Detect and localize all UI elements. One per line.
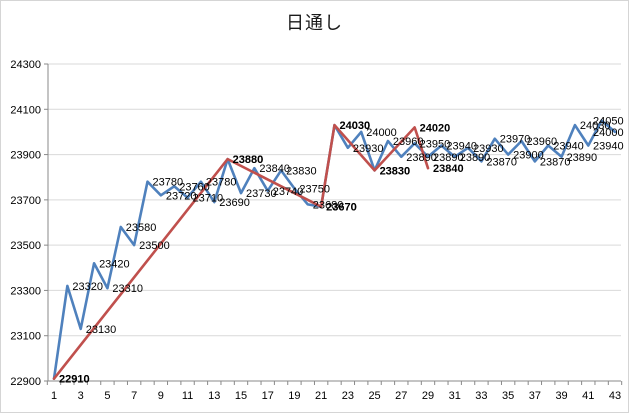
data-label: 22910 <box>59 374 90 386</box>
data-label: 23880 <box>233 154 264 166</box>
data-label: 24020 <box>420 122 451 134</box>
data-label: 22910 <box>59 374 90 386</box>
x-axis-label: 21 <box>315 390 327 402</box>
data-label: 23930 <box>353 143 384 155</box>
data-label: 23900 <box>513 150 544 162</box>
data-label: 23940 <box>553 141 584 153</box>
x-axis-label: 3 <box>78 390 84 402</box>
x-axis-label: 27 <box>395 390 407 402</box>
data-label: 23580 <box>126 222 157 234</box>
x-axis-label: 5 <box>104 390 110 402</box>
data-label: 24030 <box>340 120 371 132</box>
data-label: 24030 <box>580 120 611 132</box>
y-axis-label: 24300 <box>10 59 41 71</box>
x-axis-label: 17 <box>262 390 274 402</box>
x-axis-label: 43 <box>609 390 621 402</box>
chart-title: 日通し <box>286 13 343 33</box>
data-label: 23680 <box>313 199 344 211</box>
y-axis-label: 23100 <box>10 331 41 343</box>
data-label: 23940 <box>446 141 477 153</box>
data-label: 23500 <box>139 240 170 252</box>
x-axis-label: 11 <box>182 390 193 402</box>
data-label: 23960 <box>393 136 424 148</box>
x-axis-label: 15 <box>235 390 247 402</box>
red-series-line <box>52 123 430 381</box>
data-label: 23310 <box>112 283 143 295</box>
data-label: 23840 <box>259 163 290 175</box>
data-label: 23130 <box>86 324 117 336</box>
data-label: 23960 <box>527 136 558 148</box>
x-axis-label: 23 <box>342 390 354 402</box>
data-label: 23950 <box>420 138 451 150</box>
data-label: 23740 <box>273 186 304 198</box>
data-label: 23830 <box>380 165 411 177</box>
x-axis-label: 29 <box>422 390 434 402</box>
x-axis-label: 9 <box>158 390 164 402</box>
y-axis-label: 24100 <box>10 104 41 116</box>
x-axis-label: 1 <box>51 390 57 402</box>
y-axis-label: 23900 <box>10 150 41 162</box>
x-axis-label: 35 <box>502 390 514 402</box>
data-label: 24050 <box>593 116 624 128</box>
data-label: 23870 <box>486 156 517 168</box>
data-label: 23730 <box>246 188 277 200</box>
data-label: 23940 <box>593 141 624 153</box>
data-label: 23840 <box>433 163 464 175</box>
data-label: 23970 <box>500 134 531 146</box>
data-label: 23890 <box>406 152 437 164</box>
data-label: 23830 <box>286 165 317 177</box>
y-axis-label: 23500 <box>10 240 41 252</box>
x-axis-label: 33 <box>475 390 487 402</box>
data-label: 23830 <box>380 165 411 177</box>
data-label: 23750 <box>299 184 330 196</box>
x-axis-label: 37 <box>529 390 541 402</box>
data-label: 23320 <box>72 281 103 293</box>
data-label: 23720 <box>166 190 197 202</box>
data-label: 23890 <box>433 152 464 164</box>
data-label: 23670 <box>326 202 357 214</box>
data-label: 23780 <box>206 177 237 189</box>
x-axis-label: 25 <box>368 390 380 402</box>
data-label: 23690 <box>219 197 250 209</box>
data-label: 24000 <box>593 127 624 139</box>
x-axis-label: 13 <box>208 390 220 402</box>
data-label: 23420 <box>99 258 130 270</box>
y-axis-label: 23300 <box>10 285 41 297</box>
data-label: 23760 <box>179 181 210 193</box>
data-label: 23780 <box>153 177 184 189</box>
x-axis-label: 31 <box>449 390 461 402</box>
x-axis-label: 19 <box>288 390 300 402</box>
x-axis-label: 39 <box>555 390 567 402</box>
y-axis-label: 22900 <box>10 376 41 388</box>
data-label: 24030 <box>340 120 371 132</box>
data-label: 23930 <box>473 143 504 155</box>
data-label: 23870 <box>540 156 571 168</box>
data-label: 23890 <box>460 152 491 164</box>
y-axis-label: 23700 <box>10 195 41 207</box>
data-label: 23710 <box>193 193 224 205</box>
x-axis-label: 41 <box>582 390 594 402</box>
x-axis-label: 7 <box>131 390 137 402</box>
data-label: 23890 <box>567 152 598 164</box>
data-label: 24000 <box>366 127 397 139</box>
data-label: 23880 <box>233 154 264 166</box>
data-label: 23670 <box>326 202 357 214</box>
